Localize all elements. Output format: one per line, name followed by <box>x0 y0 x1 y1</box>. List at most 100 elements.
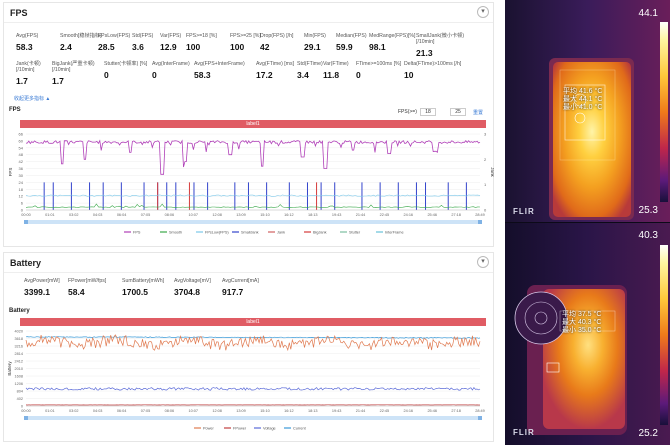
x-tick-label: 24:16 <box>404 213 414 217</box>
thermal-bottom-image <box>505 223 670 445</box>
y-tick-label: 24 <box>19 180 24 185</box>
chart-scrollbar <box>26 220 480 224</box>
power-series-line <box>25 334 481 352</box>
y-tick-label: 402 <box>17 397 23 401</box>
metric-label: Median(FPS) <box>336 33 367 39</box>
x-tick-label: 15:10 <box>260 409 270 413</box>
metric-item: Delta(FTime)>100ms [/h] 10 <box>404 61 461 80</box>
y-tick-label: 0 <box>21 208 24 213</box>
metric-label: Avg(FPS+InterFrame) <box>194 61 245 67</box>
chart-scrollbar <box>26 416 480 420</box>
metric-label: FTime>=100ms [%] <box>356 61 402 67</box>
thermal-image-top: 平均 41.6 °C 最大 44.1 °C 最小 41.0 °C 44.1 25… <box>505 0 670 222</box>
metric-value: 21.3 <box>416 48 433 58</box>
legend-label: InterFrame <box>385 231 404 235</box>
y2-tick-label: 0 <box>484 208 487 213</box>
legend-label: Power <box>203 427 214 431</box>
metric-value: 100 <box>230 42 245 52</box>
collapse-icon[interactable]: ▾ <box>477 256 489 268</box>
y-tick-label: 4020 <box>15 330 23 334</box>
y2-tick-label: 2 <box>484 157 487 162</box>
x-tick-label: 22:45 <box>380 213 390 217</box>
x-tick-label: 13:09 <box>236 213 246 217</box>
x-tick-label: 25:46 <box>427 409 437 413</box>
scrollbar-handle <box>24 220 28 224</box>
metric-item: Smooth[稳帧指标] 2.4 <box>60 33 102 52</box>
x-tick-label: 27:18 <box>451 409 461 413</box>
x-tick-label: 08:06 <box>165 409 175 413</box>
x-tick-label: 19:43 <box>332 213 342 217</box>
thermal-bottom-min: 25.2 <box>638 428 658 439</box>
thermal-top-min: 25.3 <box>638 205 658 216</box>
legend-label: Smooth <box>169 231 182 235</box>
y-tick-label: 1608 <box>15 375 23 379</box>
metric-item: Avg(FPS+InterFrame) 58.3 <box>194 61 245 80</box>
thermal-image-bottom: 平均 37.5 °C 最大 40.3 °C 最小 35.0 °C 40.3 25… <box>505 223 670 445</box>
x-tick-label: 07:05 <box>141 213 151 217</box>
metric-value: 0 <box>104 70 109 80</box>
toggle-more-metrics-link[interactable]: 收起更多指标 ▲ <box>14 96 51 102</box>
scrollbar-handle <box>478 416 482 420</box>
thermal-image-column: 平均 41.6 °C 最大 44.1 °C 最小 41.0 °C 44.1 25… <box>505 0 670 445</box>
metric-item: Median(FPS) 59.9 <box>336 33 367 52</box>
y-tick-label: 30 <box>19 173 24 178</box>
x-tick-label: 03:02 <box>69 409 79 413</box>
reset-link[interactable]: 重置 <box>473 110 484 116</box>
x-tick-label: 16:12 <box>284 213 294 217</box>
metric-item: Drop(FPS) [/h] 42 <box>260 33 293 52</box>
fps-threshold-input-1[interactable]: 18 <box>420 108 436 116</box>
voltage-series-line <box>25 336 481 339</box>
metric-item: FTime>=100ms [%] 0 <box>356 61 401 80</box>
metric-item: SmallJank(微小卡顿) [/10min] 21.3 <box>416 33 464 58</box>
readout-line: 最大 40.3 °C <box>562 319 602 326</box>
legend-label: Stutter <box>349 231 361 235</box>
metric-value: 17.2 <box>256 70 273 80</box>
metric-item: AvgVoltage[mV] 3704.8 <box>174 278 211 297</box>
metric-value: 1.7 <box>52 76 64 86</box>
y-tick-label: 54 <box>19 145 24 150</box>
x-tick-label: 03:02 <box>69 213 79 217</box>
metric-value: 58.3 <box>194 70 211 80</box>
metric-label: FPsLow(FPS) <box>98 33 131 39</box>
metric-item: Std(FTime) 3.4 <box>297 61 323 80</box>
y-tick-label: 6 <box>21 201 24 206</box>
x-tick-label: 06:04 <box>117 213 127 217</box>
fps-threshold-input-2[interactable]: 25 <box>450 108 466 116</box>
metric-label: FPS>=18 [%] <box>186 33 217 39</box>
metric-value: 100 <box>186 42 201 52</box>
battery-panel: Battery ▾ AvgPower[mW] 3399.1 FPower[mW/fp… <box>3 252 494 442</box>
metric-item: Avg(FPS) 58.3 <box>16 33 38 52</box>
thermal-top-readout: 平均 41.6 °C 最大 44.1 °C 最小 41.0 °C <box>563 88 602 112</box>
legend-label: FPsLow(FPS) <box>205 231 229 235</box>
metric-value: 58.4 <box>68 287 85 297</box>
battery-chart-title: Battery <box>9 308 30 314</box>
metric-value: 58.3 <box>16 42 33 52</box>
metric-item: SumBattery[mWh] 1700.5 <box>122 278 164 297</box>
y-tick-label: 804 <box>17 390 23 394</box>
y-tick-label: 3216 <box>15 345 23 349</box>
metric-label: FPS>=25 [%] <box>230 33 261 39</box>
legend-label: FPower <box>233 427 247 431</box>
collapse-icon[interactable]: ▾ <box>477 6 489 18</box>
metric-item: Min(FPS) 29.1 <box>304 33 326 52</box>
battery-panel-header: Battery ▾ <box>4 253 493 273</box>
smooth-series-line <box>25 203 481 208</box>
y2-tick-label: 1 <box>484 182 487 187</box>
x-tick-label: 18:13 <box>308 409 318 413</box>
x-tick-label: 24:16 <box>404 409 414 413</box>
metric-item: FPower[mW/fps] 58.4 <box>68 278 106 297</box>
legend-label: Jank <box>277 231 285 235</box>
metric-item: FPS>=18 [%] 100 <box>186 33 217 52</box>
metric-item: Avg(InterFrame) 0 <box>152 61 190 80</box>
metric-value: 28.5 <box>98 42 115 52</box>
metric-label: AvgVoltage[mV] <box>174 278 211 284</box>
metric-item: Var(FPS) 12.9 <box>160 33 181 52</box>
y-axis-label: FPS <box>8 168 13 177</box>
x-tick-label: 04:03 <box>93 213 103 217</box>
metric-label: Jank(卡顿) [/10min] <box>16 61 41 73</box>
x-tick-label: 22:45 <box>380 409 390 413</box>
thermal-bottom-max: 40.3 <box>638 230 658 241</box>
metric-label: AvgPower[mW] <box>24 278 60 284</box>
metric-label: Min(FPS) <box>304 33 326 39</box>
